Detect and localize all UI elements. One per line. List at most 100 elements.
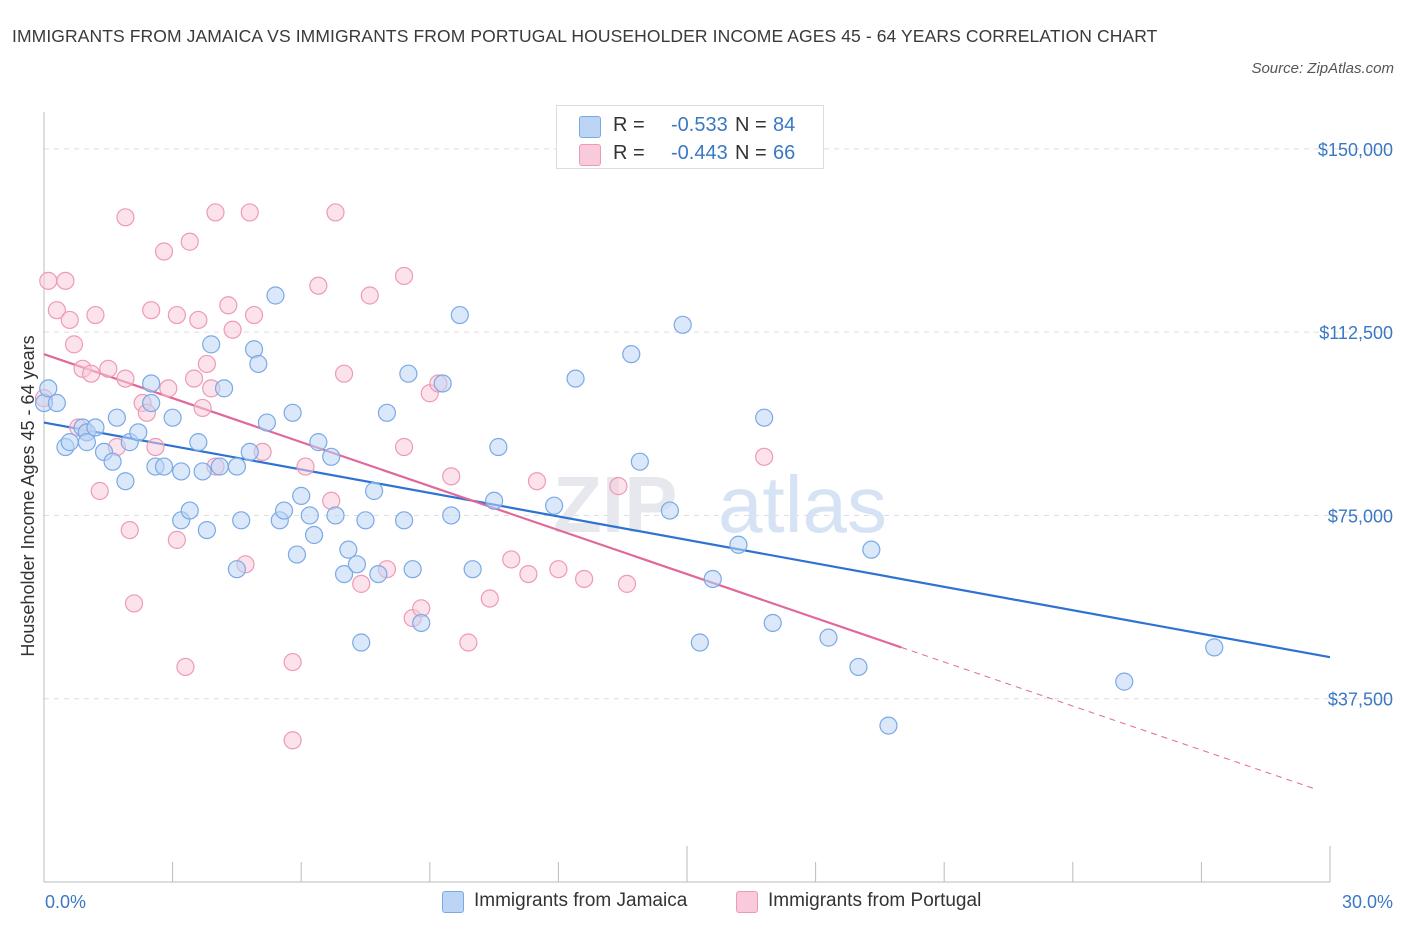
- jamaica-point: [622, 345, 641, 364]
- jamaica-point: [442, 506, 461, 525]
- x-tick-label-min: 0.0%: [45, 892, 86, 912]
- jamaica-point: [189, 433, 208, 452]
- jamaica-point: [309, 433, 328, 452]
- jamaica-point: [566, 369, 585, 388]
- r-label: R =: [613, 142, 645, 164]
- jamaica-point: [257, 413, 277, 432]
- portugal-point: [146, 437, 165, 457]
- jamaica-point: [485, 491, 504, 510]
- jamaica-point: [377, 403, 397, 422]
- jamaica-point: [197, 520, 216, 540]
- portugal-point: [189, 310, 208, 330]
- jamaica-point: [339, 540, 358, 559]
- jamaica-swatch: [579, 116, 601, 138]
- n-value: 66: [773, 142, 796, 164]
- portugal-point: [527, 472, 547, 491]
- jamaica-point: [1115, 672, 1134, 691]
- jamaica-point: [210, 457, 229, 476]
- jamaica-point: [660, 501, 679, 520]
- portugal-point: [124, 594, 144, 613]
- portugal-point: [394, 266, 414, 286]
- jamaica-point: [819, 628, 838, 647]
- jamaica-point: [240, 442, 259, 461]
- jamaica-point: [227, 457, 246, 476]
- jamaica-point: [202, 335, 221, 354]
- jamaica-point: [142, 393, 161, 413]
- portugal-point: [197, 354, 216, 374]
- jamaica-point: [292, 486, 311, 505]
- portugal-point: [120, 520, 139, 540]
- jamaica-point: [180, 501, 199, 520]
- jamaica-point: [283, 403, 302, 422]
- portugal-point: [86, 305, 105, 325]
- jamaica-point: [369, 564, 388, 584]
- jamaica-point: [304, 525, 324, 545]
- jamaica-point: [326, 506, 345, 525]
- portugal-point: [116, 369, 135, 388]
- jamaica-point: [249, 354, 268, 374]
- jamaica-point: [116, 472, 135, 491]
- r-label: R =: [613, 114, 645, 136]
- jamaica-point: [347, 555, 367, 574]
- portugal-point: [154, 242, 174, 261]
- jamaica-point: [227, 560, 246, 579]
- y-tick-label: $37,500: [1328, 690, 1393, 710]
- data-points: [34, 203, 1224, 750]
- portugal-point: [609, 477, 628, 496]
- portugal-point: [176, 657, 195, 677]
- trend-lines: [43, 353, 1331, 789]
- portugal-trend-line: [43, 353, 902, 649]
- jamaica-point: [60, 433, 79, 452]
- portugal-point: [39, 271, 58, 290]
- jamaica-point: [322, 447, 341, 466]
- n-label: N =: [735, 114, 767, 136]
- portugal-point: [480, 589, 499, 608]
- jamaica-point: [352, 633, 371, 652]
- portugal-point: [283, 731, 302, 750]
- jamaica-point: [142, 374, 161, 393]
- n-label: N =: [735, 142, 767, 164]
- jamaica-point: [77, 433, 96, 452]
- jamaica-point: [403, 560, 422, 579]
- portugal-point: [184, 369, 204, 388]
- portugal-point: [459, 633, 478, 652]
- jamaica-point: [399, 364, 418, 383]
- jamaica-point: [172, 462, 191, 481]
- portugal-point: [244, 305, 264, 325]
- portugal-point: [360, 286, 379, 305]
- jamaica-point: [163, 408, 182, 427]
- portugal-trend-extension: [901, 646, 1314, 789]
- jamaica-point: [364, 481, 384, 501]
- portugal-point: [502, 550, 521, 569]
- jamaica-point: [287, 545, 307, 564]
- portugal-point: [283, 652, 302, 672]
- jamaica-point: [463, 560, 482, 579]
- stats-legend: R = -0.533 N = 84 R = -0.443 N = 66: [556, 105, 824, 169]
- portugal-point: [549, 560, 568, 579]
- portugal-point: [755, 447, 774, 466]
- jamaica-point: [266, 286, 285, 305]
- portugal-point: [326, 203, 345, 222]
- legend-label-jamaica: Immigrants from Jamaica: [474, 890, 688, 911]
- jamaica-point: [274, 501, 294, 520]
- jamaica-trend-line: [43, 421, 1331, 659]
- jamaica-point: [232, 511, 251, 530]
- jamaica-point: [412, 613, 431, 633]
- x-tick-label-max: 30.0%: [1342, 892, 1393, 912]
- watermark: ZIP atlas: [553, 460, 887, 549]
- n-value: 84: [773, 114, 796, 136]
- portugal-point: [394, 437, 414, 457]
- watermark-light: atlas: [718, 460, 887, 549]
- portugal-point: [193, 398, 212, 418]
- jamaica-point: [862, 540, 881, 559]
- jamaica-point: [690, 633, 709, 652]
- jamaica-point: [630, 452, 649, 471]
- chart-title: IMMIGRANTS FROM JAMAICA VS IMMIGRANTS FR…: [12, 26, 1158, 46]
- portugal-point: [206, 203, 225, 222]
- portugal-point: [167, 305, 186, 325]
- portugal-point: [352, 574, 371, 593]
- legend-label-portugal: Immigrants from Portugal: [768, 890, 982, 911]
- jamaica-point: [433, 374, 452, 393]
- jamaica-point: [763, 613, 782, 633]
